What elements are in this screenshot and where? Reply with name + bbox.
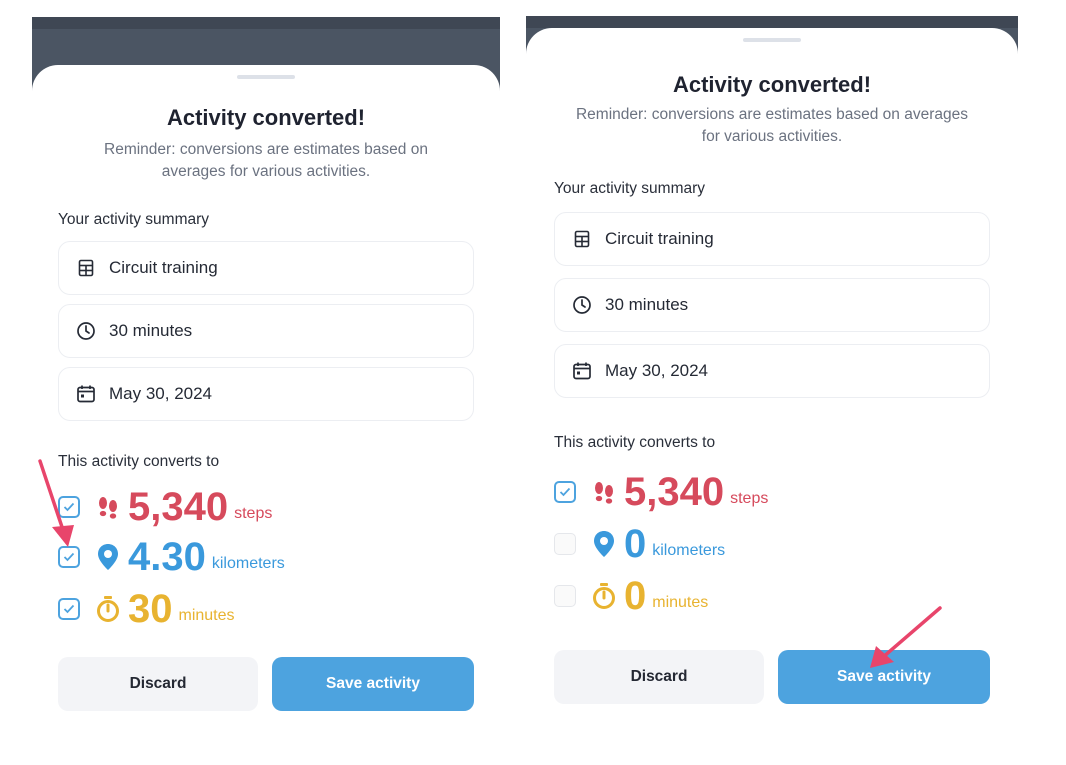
conversion-minutes-row: 0 minutes (554, 574, 708, 618)
summary-duration-card: 30 minutes (554, 278, 990, 332)
clock-icon (571, 294, 593, 316)
annotation-arrow-right (870, 606, 942, 668)
discard-button[interactable]: Discard (554, 650, 764, 704)
summary-date-card: May 30, 2024 (554, 344, 990, 398)
summary-date-card: May 30, 2024 (58, 367, 474, 421)
steps-checkbox[interactable] (554, 481, 576, 503)
calendar-icon (75, 383, 97, 405)
minutes-unit: minutes (652, 594, 709, 611)
footprints-icon (590, 478, 618, 506)
converts-label: This activity converts to (554, 434, 716, 451)
summary-duration: 30 minutes (109, 321, 193, 340)
annotation-arrow-left (38, 459, 74, 547)
map-pin-icon (590, 530, 618, 558)
minutes-checkbox[interactable] (58, 598, 80, 620)
minutes-value: 30 (128, 587, 173, 631)
stopwatch-icon (590, 582, 618, 610)
bottom-sheet: Activity converted! Reminder: conversion… (526, 28, 1018, 716)
sheet-drag-handle[interactable] (237, 75, 295, 79)
steps-value: 5,340 (128, 485, 229, 529)
reminder-text: Reminder: conversions are estimates base… (104, 141, 428, 180)
sheet-drag-handle[interactable] (743, 38, 801, 42)
kilometers-unit: kilometers (652, 542, 726, 559)
save-activity-button[interactable]: Save activity (778, 650, 990, 704)
steps-unit: steps (730, 490, 769, 507)
summary-label: Your activity summary (58, 211, 210, 228)
screen-left: Activity converted! Reminder: conversion… (32, 17, 500, 717)
save-activity-button[interactable]: Save activity (272, 657, 474, 711)
summary-duration-card: 30 minutes (58, 304, 474, 358)
checkmark-icon (63, 604, 75, 614)
minutes-value: 0 (624, 574, 647, 618)
summary-activity-card: Circuit training (58, 241, 474, 295)
steps-unit: steps (234, 505, 273, 522)
converts-label: This activity converts to (58, 453, 220, 470)
sheet-title: Activity converted! (166, 105, 366, 130)
map-pin-icon (94, 543, 122, 571)
summary-activity: Circuit training (109, 258, 218, 277)
conversion-minutes-row: 30 minutes (58, 587, 235, 631)
kilometers-unit: kilometers (211, 555, 285, 572)
checkmark-icon (63, 502, 75, 512)
conversion-kilometers-row: 4.30 kilometers (58, 535, 285, 579)
summary-activity-card: Circuit training (554, 212, 990, 266)
screen-right: Activity converted! Reminder: conversion… (526, 16, 1018, 716)
kilometers-checkbox[interactable] (554, 533, 576, 555)
stopwatch-icon (94, 595, 122, 623)
minutes-checkbox[interactable] (554, 585, 576, 607)
calendar-icon (571, 360, 593, 382)
summary-duration: 30 minutes (605, 295, 689, 314)
kilometers-value: 0 (624, 522, 647, 566)
conversion-steps-row: 5,340 steps (58, 485, 272, 529)
summary-label: Your activity summary (554, 180, 706, 197)
kilometers-value: 4.30 (128, 535, 206, 579)
discard-button[interactable]: Discard (58, 657, 258, 711)
summary-date: May 30, 2024 (605, 361, 709, 380)
footprints-icon (94, 493, 122, 521)
summary-activity: Circuit training (605, 229, 714, 248)
summary-date: May 30, 2024 (109, 384, 213, 403)
conversion-kilometers-row: 0 kilometers (554, 522, 725, 566)
calculator-icon (571, 228, 593, 250)
bottom-sheet: Activity converted! Reminder: conversion… (32, 65, 500, 717)
kilometers-checkbox[interactable] (58, 546, 80, 568)
checkmark-icon (559, 487, 571, 497)
clock-icon (75, 320, 97, 342)
sheet-title: Activity converted! (672, 72, 872, 97)
steps-value: 5,340 (624, 470, 725, 514)
calculator-icon (75, 257, 97, 279)
checkmark-icon (63, 552, 75, 562)
minutes-unit: minutes (178, 607, 235, 624)
reminder-text: Reminder: conversions are estimates base… (575, 106, 968, 145)
steps-checkbox[interactable] (58, 496, 80, 518)
conversion-steps-row: 5,340 steps (554, 470, 768, 514)
